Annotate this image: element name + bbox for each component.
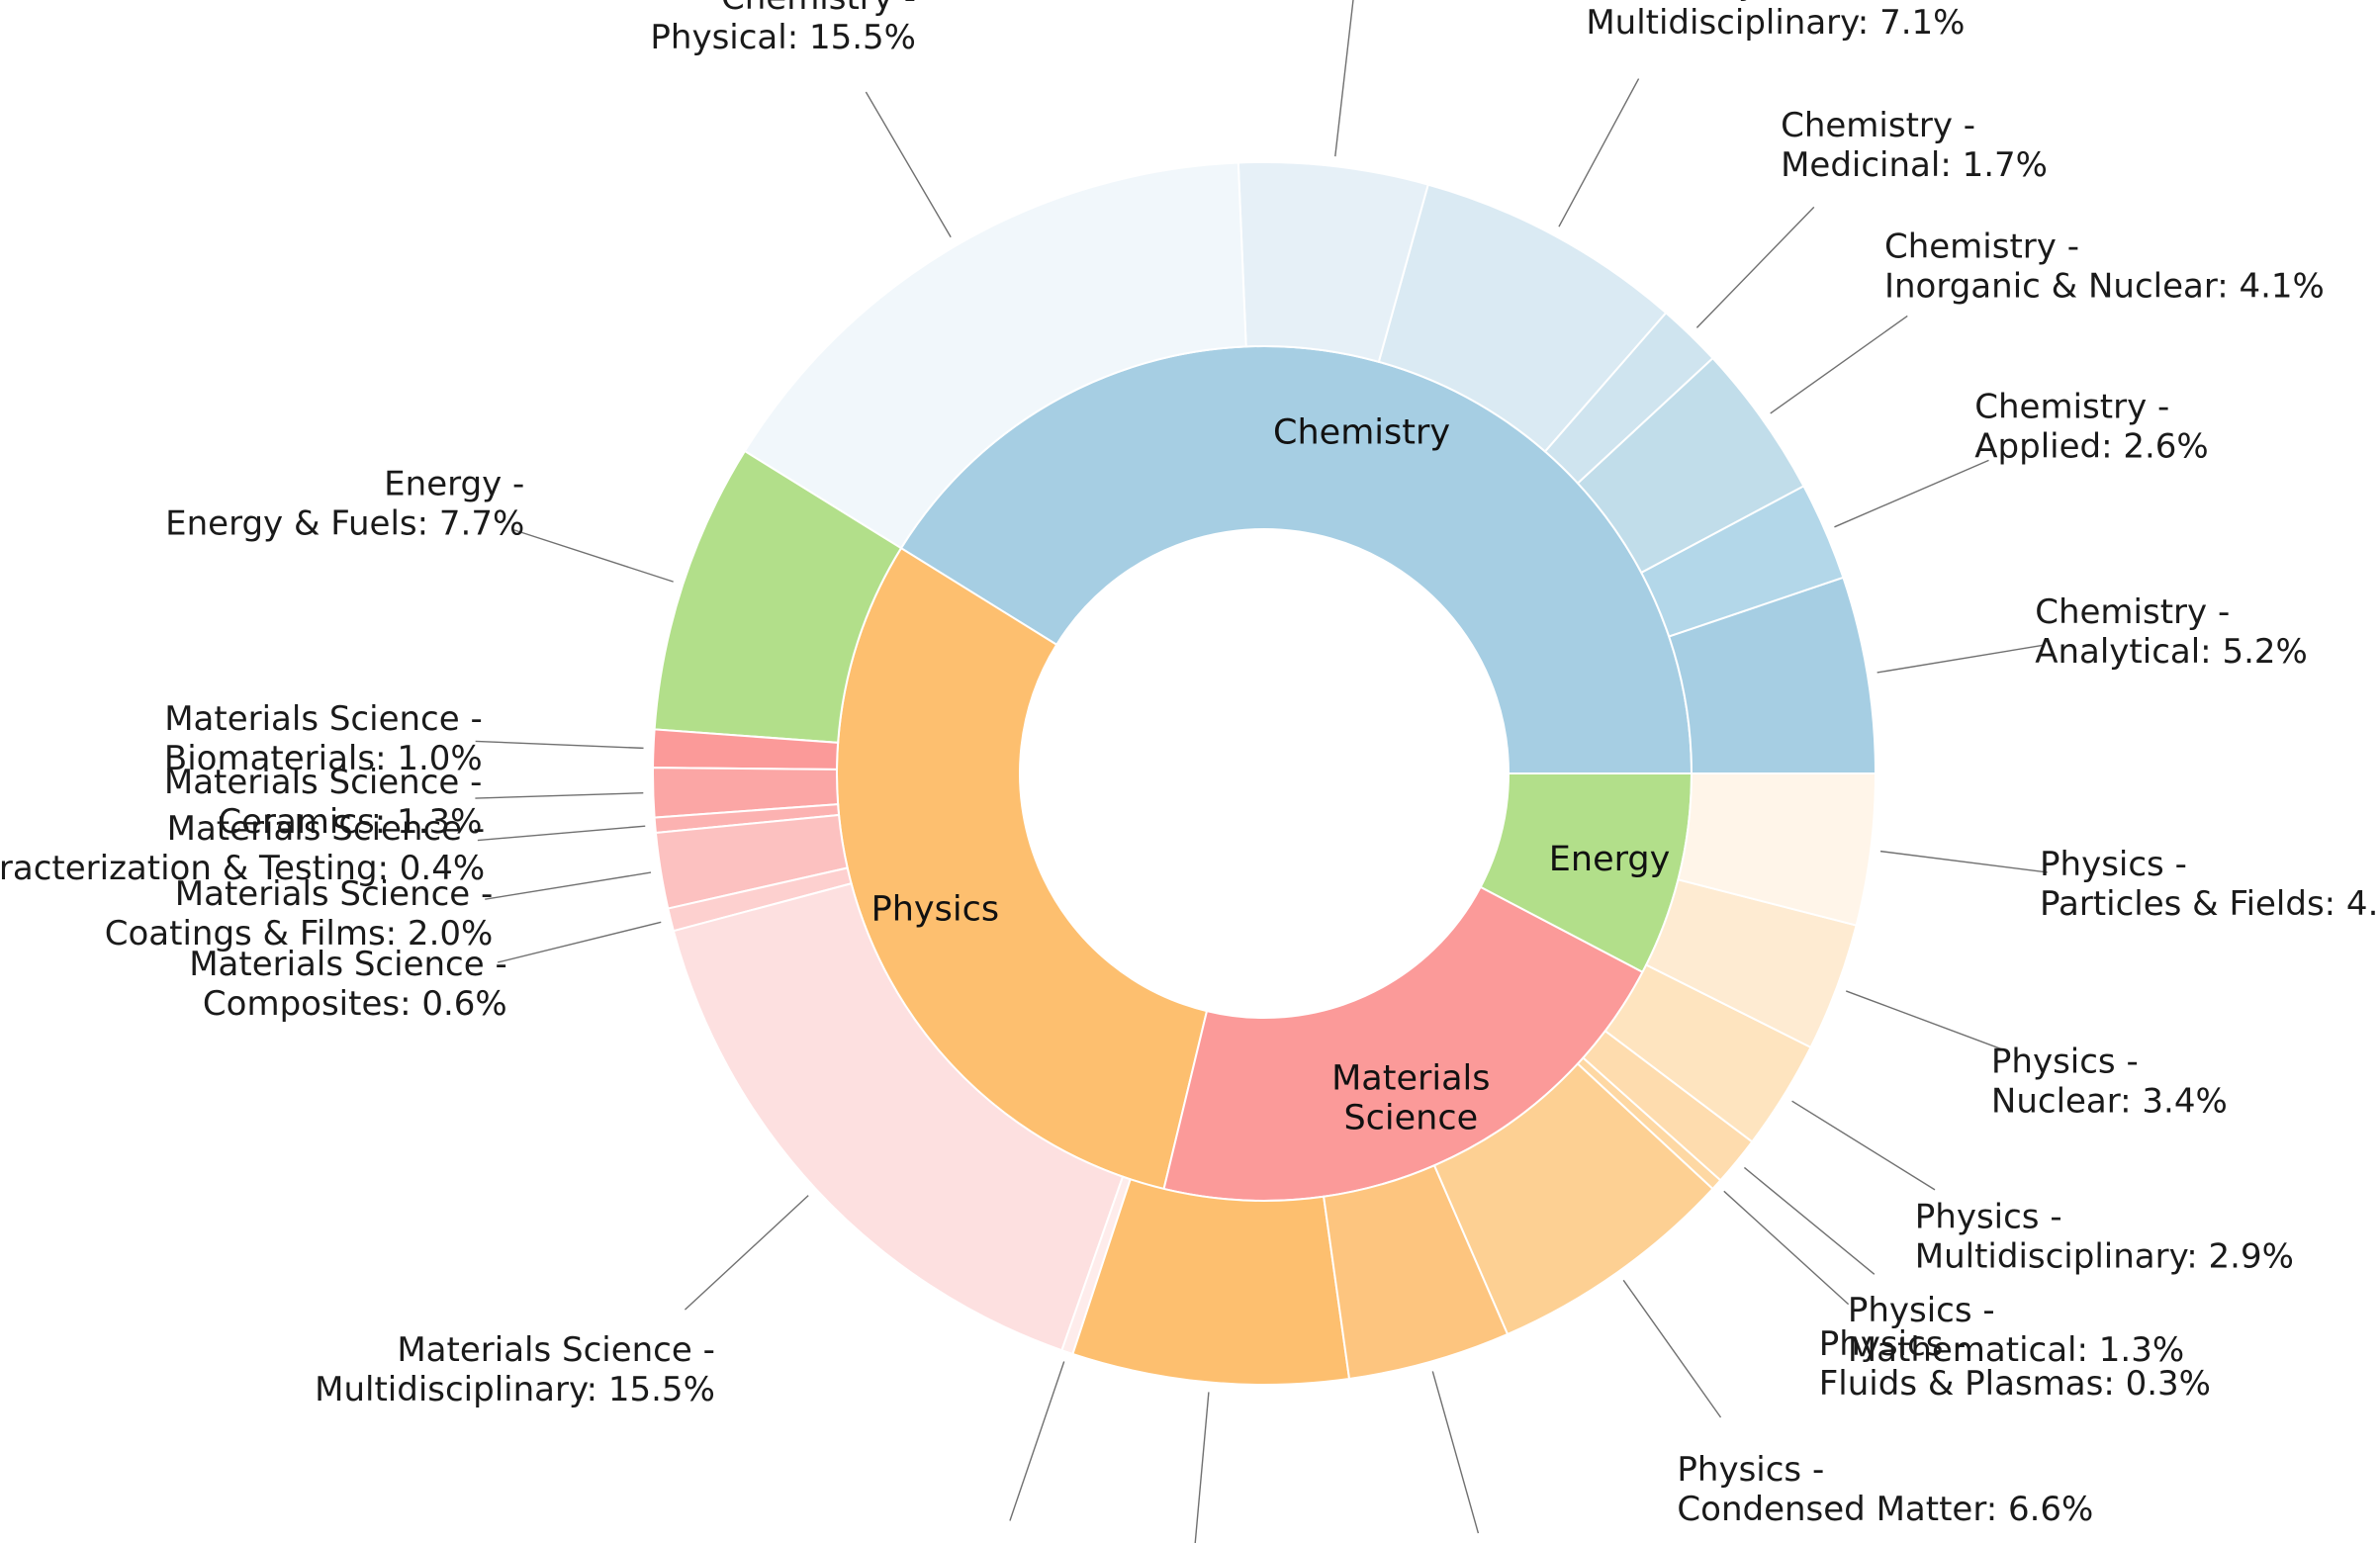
inner-label-materials-science: Materials Science <box>1331 1058 1490 1137</box>
outer-label-chemistry-multidisciplinary: Chemistry -Multidisciplinary: 7.1% <box>1586 0 1965 43</box>
leader-line-materials-science-multidisciplinary <box>684 1195 809 1311</box>
leader-line-chemistry-organic <box>1334 0 1354 157</box>
inner-label-chemistry: Chemistry <box>1273 412 1450 452</box>
leader-line-materials-science-textiles <box>1009 1361 1065 1521</box>
leader-line-physics-atomic-molecular-and-chemical <box>1431 1371 1480 1534</box>
outer-label-materials-science-composites: Materials Science -Composites: 0.6% <box>189 945 507 1024</box>
leader-line-chemistry-physical <box>865 91 952 238</box>
leader-line-energy-energy-and-fuels <box>512 528 674 583</box>
outer-label-physics-fluids-and-plasmas: Physics -Fluids & Plasmas: 0.3% <box>1819 1324 2211 1404</box>
outer-label-chemistry-analytical: Chemistry -Analytical: 5.2% <box>2035 592 2308 672</box>
outer-label-physics-condensed-matter: Physics -Condensed Matter: 6.6% <box>1677 1450 2093 1529</box>
outer-label-materials-science-coatings-and-films: Materials Science -Coatings & Films: 2.0… <box>105 874 494 953</box>
inner-label-physics: Physics <box>871 889 999 929</box>
outer-label-materials-science-characterization-and-testing: Materials Science -Characterization & Te… <box>0 809 485 888</box>
leader-line-physics-fluids-and-plasmas <box>1723 1190 1850 1306</box>
leader-line-chemistry-inorganic-and-nuclear <box>1770 315 1908 414</box>
outer-label-chemistry-medicinal: Chemistry -Medicinal: 1.7% <box>1781 106 2048 185</box>
leader-line-materials-science-characterization-and-testing <box>477 825 646 842</box>
outer-label-materials-science-ceramics: Materials Science -Ceramics: 1.3% <box>164 763 483 842</box>
outer-wedge-materials-science-multidisciplinary <box>672 882 1125 1352</box>
outer-label-physics-nuclear: Physics -Nuclear: 3.4% <box>1991 1042 2228 1121</box>
leader-line-physics-condensed-matter <box>1622 1279 1722 1418</box>
inner-label-energy: Energy <box>1549 840 1671 879</box>
leader-line-chemistry-analytical <box>1877 644 2044 674</box>
leader-line-chemistry-multidisciplinary <box>1558 78 1640 227</box>
outer-label-chemistry-inorganic-and-nuclear: Chemistry -Inorganic & Nuclear: 4.1% <box>1884 227 2325 306</box>
leader-line-physics-particles-and-fields <box>1879 850 2048 873</box>
outer-label-physics-multidisciplinary: Physics -Multidisciplinary: 2.9% <box>1915 1197 2294 1276</box>
outer-wedge-chemistry-physical <box>743 161 1247 550</box>
leader-line-materials-science-coatings-and-films <box>485 871 652 900</box>
leader-line-materials-science-ceramics <box>475 792 644 799</box>
outer-label-materials-science-multidisciplinary: Materials Science -Multidisciplinary: 15… <box>315 1330 715 1409</box>
outer-label-chemistry-applied: Chemistry -Applied: 2.6% <box>1974 387 2208 466</box>
wedge-layer <box>652 161 1877 1386</box>
outer-label-energy-energy-and-fuels: Energy -Energy & Fuels: 7.7% <box>165 464 524 543</box>
leader-line-physics-mathematical <box>1743 1166 1876 1275</box>
leader-line-materials-science-composites <box>498 921 662 963</box>
leader-line-physics-nuclear <box>1845 990 2004 1051</box>
leader-line-layer <box>475 0 2048 1543</box>
leader-line-chemistry-applied <box>1834 459 1989 528</box>
leader-line-chemistry-medicinal <box>1695 206 1815 328</box>
outer-label-physics-mathematical: Physics -Mathematical: 1.3% <box>1848 1291 2184 1370</box>
leader-line-physics-applied <box>1194 1392 1210 1543</box>
outer-wedge-physics-particles-and-fields <box>1677 772 1877 927</box>
outer-label-materials-science-biomaterials: Materials Science -Biomaterials: 1.0% <box>164 699 483 778</box>
leader-line-materials-science-biomaterials <box>475 740 644 750</box>
outer-label-chemistry-physical: Chemistry -Physical: 15.5% <box>650 0 916 57</box>
outer-label-physics-particles-and-fields: Physics -Particles & Fields: 4.0% <box>2040 845 2380 924</box>
leader-line-physics-multidisciplinary <box>1791 1100 1936 1191</box>
